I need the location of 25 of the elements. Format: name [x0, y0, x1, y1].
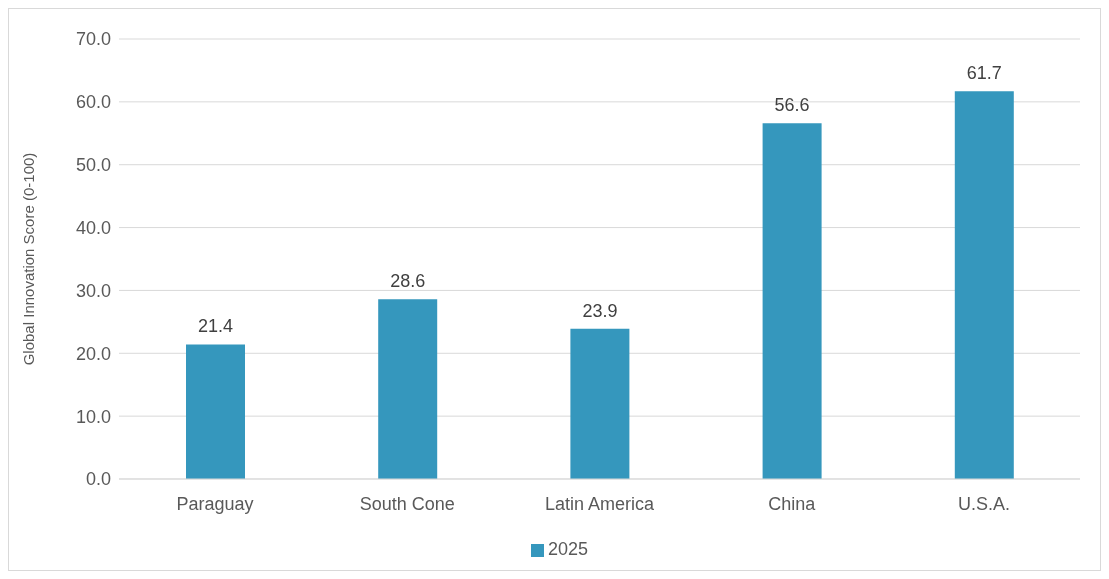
y-axis-title: Global Innovation Score (0-100)	[20, 152, 38, 366]
legend-label: 2025	[547, 539, 589, 559]
y-tick-label: 10.0	[75, 406, 111, 427]
bar	[186, 344, 245, 479]
y-tick-label: 50.0	[75, 155, 111, 176]
y-tick-label: 70.0	[75, 29, 111, 50]
x-tick-label: U.S.A.	[957, 493, 1010, 514]
y-tick-label: 30.0	[75, 280, 111, 301]
y-tick-label: 0.0	[85, 469, 111, 490]
x-tick-label: Paraguay	[176, 493, 254, 514]
bar	[954, 91, 1014, 479]
x-tick-label: Latin America	[544, 493, 656, 514]
x-tick-label: China	[768, 493, 817, 514]
y-tick-label: 20.0	[75, 343, 111, 364]
data-label: 56.6	[774, 95, 810, 116]
y-tick-label: 60.0	[75, 92, 111, 113]
data-label: 28.6	[390, 271, 426, 292]
bar	[762, 123, 822, 479]
data-label: 21.4	[197, 316, 234, 337]
x-tick-label: South Cone	[359, 493, 455, 514]
y-tick-label: 40.0	[75, 217, 111, 238]
data-label: 23.9	[582, 300, 618, 321]
bar	[378, 299, 438, 479]
bar	[570, 328, 630, 479]
data-label: 61.7	[966, 63, 1002, 84]
